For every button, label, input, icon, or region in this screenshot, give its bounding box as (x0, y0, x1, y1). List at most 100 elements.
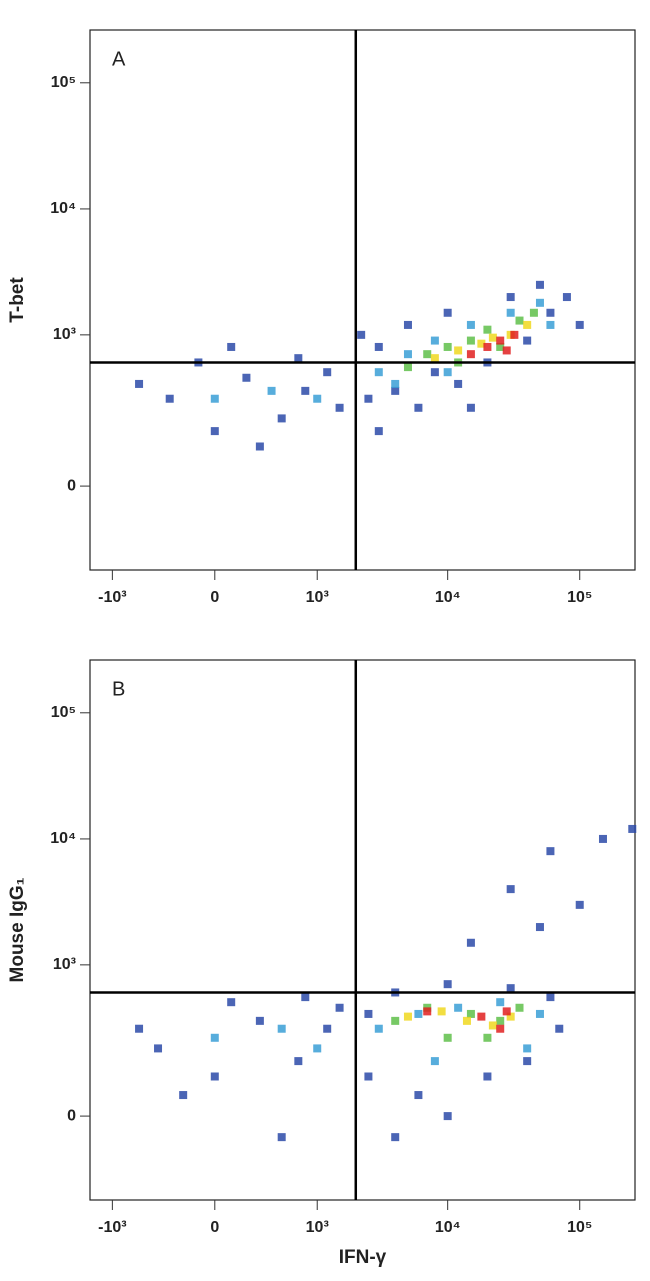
event-dot (496, 1024, 505, 1033)
event-dot (555, 1024, 564, 1033)
x-tick-label: -10³ (98, 1219, 126, 1236)
y-tick-label: 10⁴ (50, 200, 76, 217)
x-tick-label: 10⁵ (567, 1219, 592, 1236)
event-dot (466, 320, 475, 329)
event-dot (277, 1133, 286, 1142)
event-dot (462, 1016, 471, 1025)
event-dot (414, 403, 423, 412)
event-dot (535, 280, 544, 289)
event-dot (210, 394, 219, 403)
event-dot (294, 1057, 303, 1066)
y-tick-label: 10⁵ (51, 74, 76, 91)
event-dot (502, 346, 511, 355)
event-dot (443, 368, 452, 377)
event-dot (535, 1009, 544, 1018)
event-dot (496, 1016, 505, 1025)
event-dot (506, 293, 515, 302)
event-dot (443, 1112, 452, 1121)
event-dot (466, 1009, 475, 1018)
event-dot (443, 1033, 452, 1042)
x-tick-label: 10⁴ (435, 589, 461, 606)
event-dot (477, 339, 486, 348)
event-dot (483, 1033, 492, 1042)
event-dot (466, 403, 475, 412)
event-dot (323, 368, 332, 377)
event-dot (515, 316, 524, 325)
event-dot (488, 333, 497, 342)
event-dot (546, 308, 555, 317)
y-tick-label: 10³ (53, 956, 76, 973)
x-tick-label: -10³ (98, 589, 126, 606)
event-dot (154, 1044, 163, 1053)
event-dot (374, 427, 383, 436)
event-dot (294, 354, 303, 363)
event-dot (430, 336, 439, 345)
event-dot (403, 363, 412, 372)
event-dot (227, 342, 236, 351)
event-dot (364, 1009, 373, 1018)
event-dot (391, 386, 400, 395)
event-dot (423, 350, 432, 359)
event-dot (546, 320, 555, 329)
y-tick-label: 0 (67, 477, 76, 494)
event-dot (437, 1007, 446, 1016)
event-dot (496, 342, 505, 351)
panel-label: A (112, 48, 126, 70)
event-dot (506, 984, 515, 993)
event-dot (323, 1024, 332, 1033)
event-dot (575, 900, 584, 909)
event-dot (210, 1033, 219, 1042)
event-dot (523, 1057, 532, 1066)
event-dot (391, 1133, 400, 1142)
y-tick-label: 10³ (53, 326, 76, 343)
event-dot (535, 923, 544, 932)
event-dot (423, 1007, 432, 1016)
event-dot (502, 1007, 511, 1016)
event-dot (255, 1016, 264, 1025)
event-dot (403, 320, 412, 329)
event-dot (575, 320, 584, 329)
event-dot (523, 320, 532, 329)
event-dot (628, 824, 637, 833)
event-dot (443, 980, 452, 989)
event-dot (227, 998, 236, 1007)
plot-frame (89, 29, 636, 571)
panel-label: B (112, 678, 125, 700)
event-dot (488, 1021, 497, 1030)
x-tick-label: 10³ (306, 589, 329, 606)
event-dot (414, 1009, 423, 1018)
event-dot (135, 379, 144, 388)
event-dot (210, 1072, 219, 1081)
x-tick-label: 10⁵ (567, 589, 592, 606)
event-dot (403, 350, 412, 359)
x-axis-label: IFN-γ (339, 1247, 387, 1268)
event-dot (135, 1024, 144, 1033)
event-dot (430, 354, 439, 363)
event-dot (443, 308, 452, 317)
event-dot (483, 1072, 492, 1081)
y-tick-label: 10⁴ (50, 830, 76, 847)
event-dot (277, 414, 286, 423)
event-dot (313, 1044, 322, 1053)
event-dot (267, 386, 276, 395)
y-axis-label: Mouse IgG₁ (7, 877, 28, 982)
x-tick-label: 10³ (306, 1219, 329, 1236)
event-dot (562, 293, 571, 302)
event-dot (523, 1044, 532, 1053)
event-dot (210, 427, 219, 436)
event-dot (496, 336, 505, 345)
event-dot (255, 442, 264, 451)
event-dot (374, 1024, 383, 1033)
event-dot (391, 1016, 400, 1025)
event-dot (313, 394, 322, 403)
event-dot (179, 1091, 188, 1100)
plot-frame (89, 659, 636, 1201)
event-dot (357, 330, 366, 339)
event-dot (523, 336, 532, 345)
event-dot (466, 350, 475, 359)
y-axis-label: T-bet (7, 277, 28, 323)
event-dot (364, 1072, 373, 1081)
event-dot (403, 1012, 412, 1021)
x-tick-label: 10⁴ (435, 1219, 461, 1236)
